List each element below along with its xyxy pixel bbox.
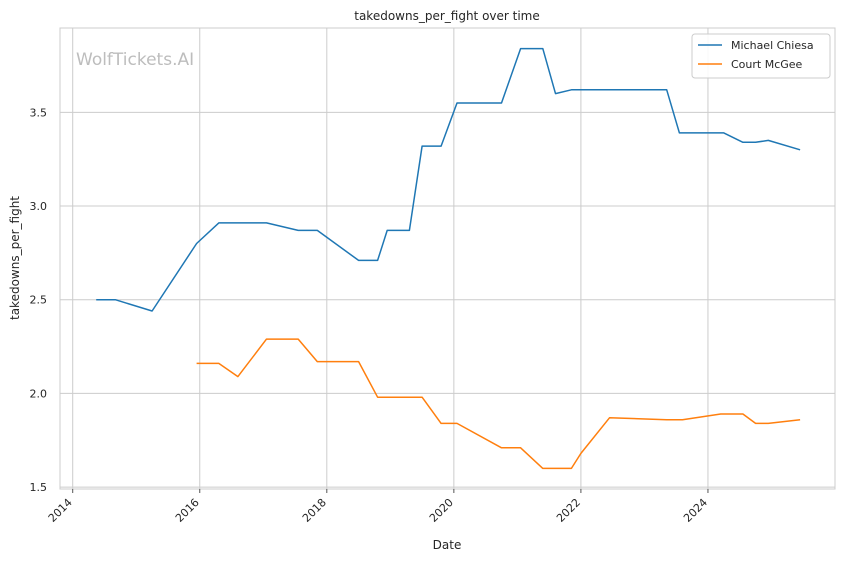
series-lines xyxy=(96,47,801,470)
x-ticks: 2014 2016 2018 2020 2022 2024 xyxy=(46,489,710,525)
plot-area xyxy=(59,27,836,490)
y-axis-label: takedowns_per_fight xyxy=(8,196,22,320)
legend-label-michael-chiesa: Michael Chiesa xyxy=(731,39,814,52)
series-line-michael-chiesa xyxy=(96,47,801,312)
x-tick-label: 2018 xyxy=(300,496,329,525)
chart-title: takedowns_per_fight over time xyxy=(354,9,540,23)
y-tick-label: 2.0 xyxy=(30,387,48,400)
legend: Michael Chiesa Court McGee xyxy=(691,33,831,79)
x-tick-label: 2020 xyxy=(427,496,456,525)
x-tick-label: 2024 xyxy=(681,496,710,525)
y-tick-label: 3.0 xyxy=(30,200,48,213)
y-tick-label: 2.5 xyxy=(30,294,48,307)
legend-box xyxy=(691,33,831,79)
x-tick-label: 2016 xyxy=(173,496,202,525)
y-tick-label: 3.5 xyxy=(30,106,48,119)
watermark: WolfTickets.AI xyxy=(76,50,194,70)
x-tick-label: 2022 xyxy=(554,496,583,525)
legend-label-court-mcgee: Court McGee xyxy=(731,58,803,71)
y-ticks: 1.5 2.0 2.5 3.0 3.5 xyxy=(30,106,48,494)
grid xyxy=(60,28,835,489)
x-axis-label: Date xyxy=(433,538,462,552)
x-tick-label: 2014 xyxy=(46,496,75,525)
series-line-court-mcgee xyxy=(196,338,801,470)
y-tick-label: 1.5 xyxy=(30,481,48,494)
